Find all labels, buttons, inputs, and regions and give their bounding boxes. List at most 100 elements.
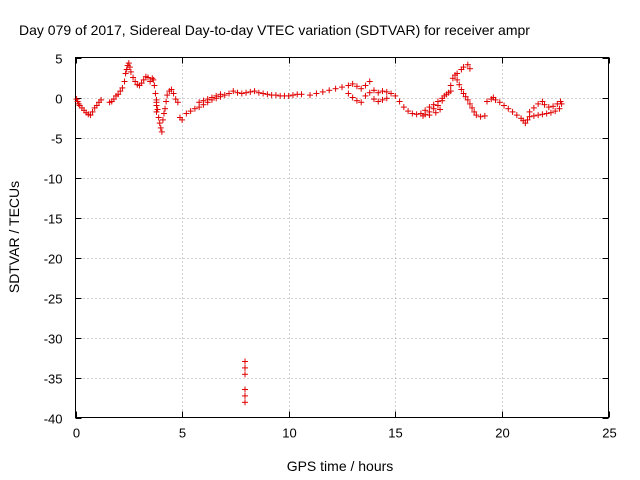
data-point [289, 92, 296, 99]
data-point [264, 91, 271, 98]
grid-lines [75, 57, 609, 418]
data-point [383, 88, 390, 95]
data-point [462, 93, 469, 100]
data-point [422, 107, 429, 114]
data-point [153, 108, 160, 115]
data-point [471, 108, 478, 115]
data-point [547, 109, 554, 116]
data-point [366, 78, 373, 85]
data-point [447, 82, 454, 89]
data-point [298, 91, 305, 98]
data-point [221, 92, 228, 99]
data-point [132, 78, 139, 85]
data-point [217, 91, 224, 98]
data-point [226, 90, 233, 97]
data-point [409, 110, 416, 117]
data-point [550, 103, 557, 110]
data-point [481, 112, 488, 119]
x-tick-label: 20 [495, 426, 509, 441]
data-point [362, 82, 369, 89]
data-point [370, 87, 377, 94]
data-point [159, 116, 166, 123]
data-point [147, 78, 154, 85]
data-point [87, 112, 94, 119]
y-tick-label: -20 [44, 252, 63, 267]
data-point [157, 124, 164, 131]
data-point [110, 96, 117, 103]
data-point [241, 371, 248, 378]
data-point [115, 91, 122, 98]
data-point [204, 96, 211, 103]
data-point [458, 86, 465, 93]
data-point [413, 111, 420, 118]
data-point [379, 96, 386, 103]
data-point [93, 102, 100, 109]
data-point [379, 88, 386, 95]
data-point [234, 89, 241, 96]
y-tick-label: -40 [44, 412, 63, 427]
data-point [255, 89, 262, 96]
y-tick-label: -25 [44, 292, 63, 307]
data-point [473, 112, 480, 119]
data-point [353, 97, 360, 104]
data-point [170, 90, 177, 97]
data-point [464, 61, 471, 68]
data-point [556, 105, 563, 112]
data-point [98, 96, 105, 103]
data-point [464, 96, 471, 103]
data-point [362, 92, 369, 99]
data-point [172, 96, 179, 103]
data-point [213, 92, 220, 99]
data-point [345, 90, 352, 97]
data-point [153, 99, 160, 106]
x-tick-label: 15 [388, 426, 402, 441]
data-point [513, 112, 520, 119]
data-point [163, 98, 170, 105]
y-tick-label: -35 [44, 372, 63, 387]
y-axis-title: SDTVAR / TECUs [6, 181, 22, 293]
data-point [388, 90, 395, 97]
data-point [405, 108, 412, 115]
data-point [539, 111, 546, 118]
data-point [168, 86, 175, 93]
x-tick-label: 5 [179, 426, 186, 441]
data-point [251, 88, 258, 95]
data-point [469, 104, 476, 111]
data-point [241, 392, 248, 399]
data-point [358, 99, 365, 106]
data-point [400, 104, 407, 111]
data-point [196, 99, 203, 106]
data-point [164, 92, 171, 99]
data-point [383, 95, 390, 102]
data-point [505, 105, 512, 112]
data-point [432, 109, 439, 116]
data-point [158, 128, 165, 135]
data-point [260, 90, 267, 97]
data-point [152, 90, 159, 97]
y-tick-label: -5 [51, 132, 63, 147]
data-point [543, 110, 550, 117]
data-point [454, 76, 461, 83]
y-tick-label: 0 [55, 92, 62, 107]
data-point [151, 82, 158, 89]
data-point [174, 99, 181, 106]
data-point [285, 92, 292, 99]
data-point [247, 88, 254, 95]
y-axis: 5 0 -5 -10 -15 -20 -25 -30 -35 -40 [44, 52, 609, 427]
data-point [557, 98, 564, 105]
data-point [160, 110, 167, 117]
chart-title: Day 079 of 2017, Sidereal Day-to-day VTE… [19, 22, 530, 38]
data-point [509, 108, 516, 115]
data-point [332, 85, 339, 92]
data-point [238, 90, 245, 97]
data-point [313, 90, 320, 97]
data-point [140, 76, 147, 83]
data-point [339, 84, 345, 91]
data-point [535, 112, 542, 119]
data-point [535, 100, 542, 107]
data-point [375, 98, 382, 105]
data-point [554, 100, 561, 107]
data-point [526, 108, 533, 115]
data-point [138, 80, 145, 87]
data-point [144, 74, 151, 81]
